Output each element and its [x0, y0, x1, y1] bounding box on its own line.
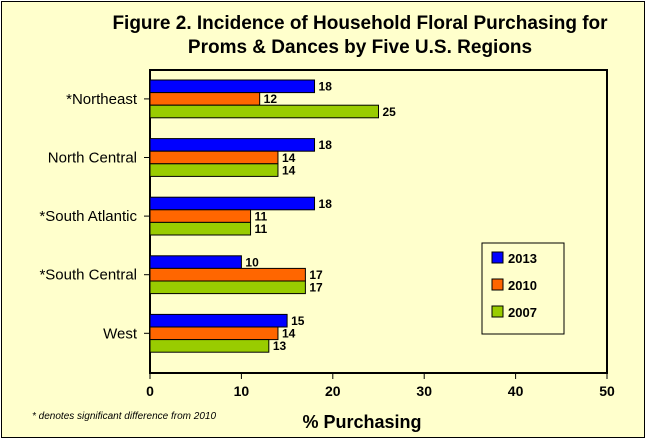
data-label-north-central-2007: 14: [282, 163, 296, 177]
bar-south-central-2010: [149, 267, 306, 282]
legend-label-2010: 2010: [508, 278, 537, 293]
data-label-south-atlantic-2010: 11: [255, 209, 268, 223]
data-label-northeast-2007: 25: [383, 105, 397, 119]
bar-northeast-2010: [149, 92, 261, 106]
bar-north-central-2013: [149, 138, 316, 152]
data-label-west-2013: 15: [291, 314, 305, 328]
data-label-west-2010: 14: [282, 327, 296, 341]
legend-label-2007: 2007: [508, 305, 537, 320]
bar-north-central-2010: [149, 150, 279, 165]
legend-swatch-2007: [491, 305, 504, 318]
chart-title-line-1: Figure 2. Incidence of Household Floral …: [112, 13, 608, 34]
data-label-northeast-2010: 12: [264, 92, 278, 106]
category-label-south-atlantic: *South Atlantic: [39, 208, 137, 225]
data-label-south-central-2010: 17: [309, 268, 323, 282]
category-label-south-central: *South Central: [39, 267, 137, 284]
data-label-northeast-2013: 18: [319, 80, 333, 94]
category-label-west: West: [103, 325, 138, 342]
chart-title-line-2: Proms & Dances by Five U.S. Regions: [188, 37, 532, 58]
data-label-south-central-2013: 10: [245, 255, 259, 269]
bar-south-central-2007: [149, 280, 306, 295]
bar-north-central-2007: [149, 163, 279, 177]
bar-south-atlantic-2010: [149, 209, 252, 223]
data-label-west-2007: 13: [273, 339, 287, 353]
x-tick-label: 40: [508, 383, 524, 399]
x-axis-ticks: 0 10 20 30 40 50: [146, 373, 615, 399]
bar-northeast-2013: [149, 79, 316, 94]
data-label-north-central-2010: 14: [282, 151, 296, 165]
x-tick-label: 20: [325, 383, 341, 399]
bar-south-atlantic-2007: [149, 221, 252, 236]
bar-south-central-2013: [149, 255, 242, 269]
bar-south-atlantic-2013: [149, 196, 316, 211]
bar-west-2010: [149, 326, 279, 341]
legend-swatch-2013: [491, 251, 504, 264]
legend-items: 2013 2010 2007: [491, 251, 537, 320]
y-axis-categories: *Northeast North Central *South Atlantic *S…: [39, 91, 150, 342]
data-label-south-atlantic-2013: 18: [319, 197, 333, 211]
bar-west-2007: [149, 339, 270, 353]
category-label-northeast: *Northeast: [66, 91, 138, 108]
category-label-north-central: North Central: [48, 150, 137, 167]
x-tick-label: 30: [416, 383, 432, 399]
x-axis-title: % Purchasing: [302, 412, 421, 432]
data-label-south-atlantic-2007: 11: [255, 222, 268, 236]
legend: 2013 2010 2007: [481, 242, 565, 335]
footnote: * denotes significant difference from 20…: [32, 411, 216, 422]
legend-swatch-2010: [491, 278, 504, 291]
bar-northeast-2007: [149, 104, 379, 119]
bar-west-2013: [149, 313, 288, 328]
data-label-north-central-2013: 18: [319, 138, 333, 152]
legend-label-2013: 2013: [508, 251, 537, 266]
data-label-south-central-2007: 17: [309, 281, 323, 295]
x-tick-label: 50: [599, 383, 615, 399]
x-tick-label: 0: [146, 383, 154, 399]
x-tick-label: 10: [234, 383, 250, 399]
